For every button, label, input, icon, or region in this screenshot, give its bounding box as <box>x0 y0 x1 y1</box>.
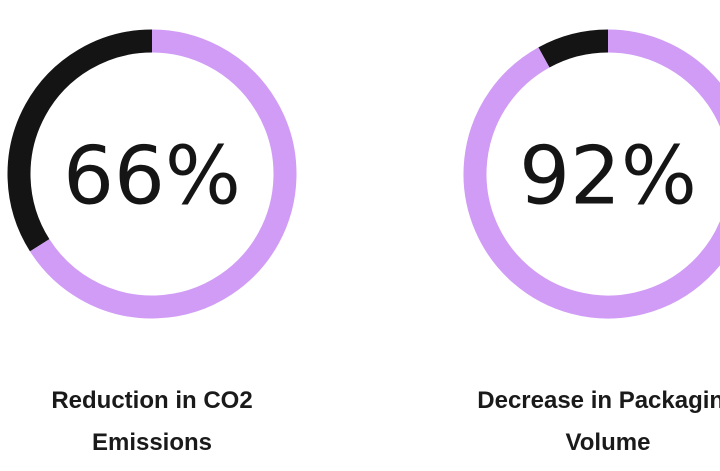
gauge-title: Decrease in Packaging Volume <box>477 387 720 456</box>
gauge-arc <box>463 29 720 319</box>
gauge-arc <box>30 29 297 319</box>
gauge-value-label: 66% <box>63 130 241 223</box>
gauge-value-label: 92% <box>519 130 697 223</box>
gauge-track <box>7 29 153 252</box>
gauge-title: Reduction in CO2 Emissions <box>51 387 253 456</box>
gauge-track <box>538 29 609 68</box>
